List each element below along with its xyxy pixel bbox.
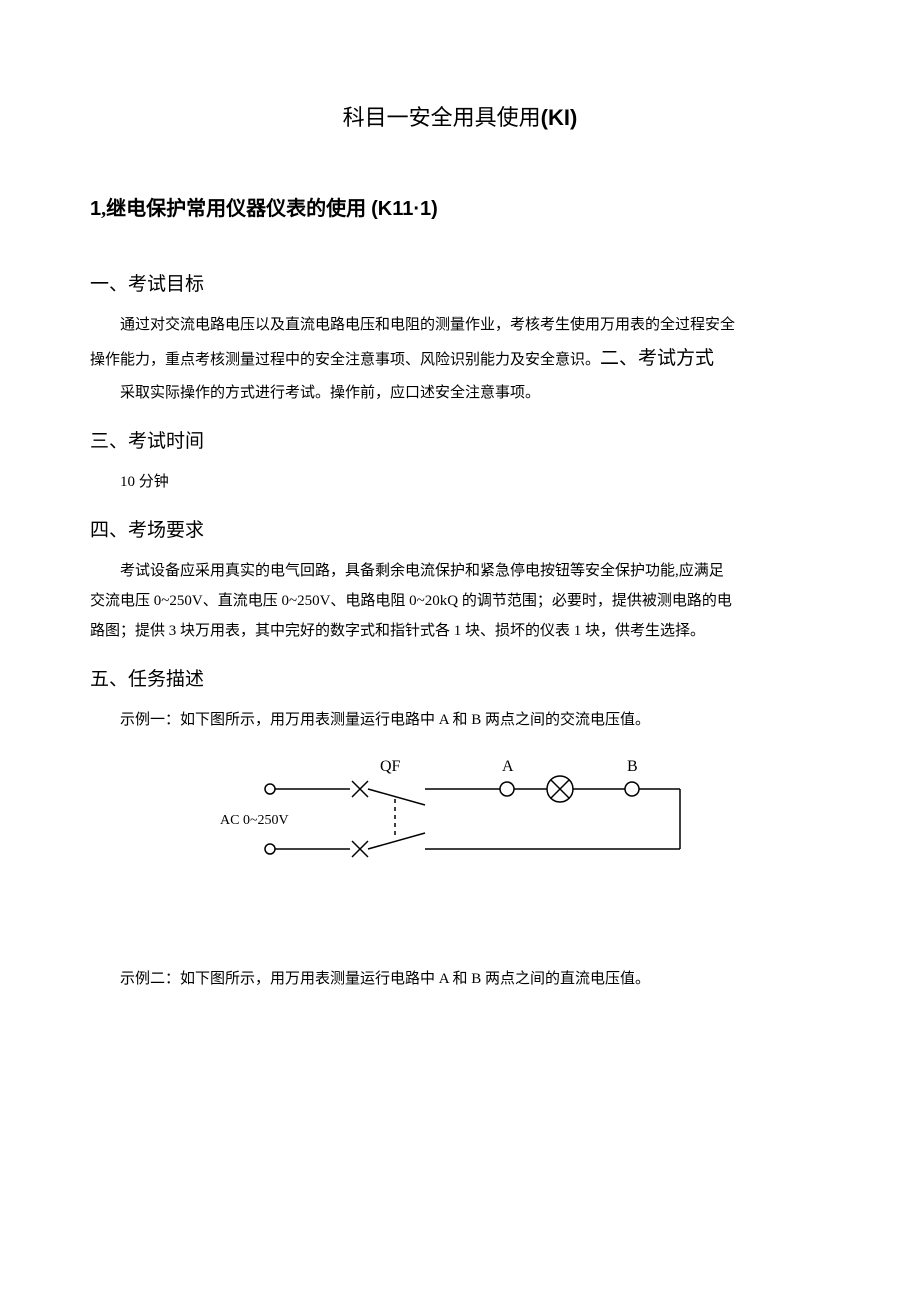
section-code: K11·1 bbox=[378, 198, 431, 220]
p-time: 10 分钟 bbox=[90, 467, 830, 497]
p-example2: 示例二：如下图所示，用万用表测量运行电路中 A 和 B 两点之间的直流电压值。 bbox=[90, 964, 830, 994]
section-heading: 1,继电保护常用仪器仪表的使用 (K11·1) bbox=[90, 192, 830, 221]
p-venue-line2: 交流电压 0~250V、直流电压 0~250V、电路电阻 0~20kQ 的调节范… bbox=[90, 586, 830, 616]
label-b: B bbox=[627, 758, 638, 775]
p-example1: 示例一：如下图所示，用万用表测量运行电路中 A 和 B 两点之间的交流电压值。 bbox=[90, 705, 830, 735]
circuit-diagram: QF A B AC 0~250V bbox=[90, 749, 830, 884]
label-a: A bbox=[502, 758, 514, 775]
title-paren-open: ( bbox=[541, 105, 548, 130]
p-method: 采取实际操作的方式进行考试。操作前，应口述安全注意事项。 bbox=[90, 378, 830, 408]
section-number: 1 bbox=[90, 198, 101, 220]
label-ac: AC 0~250V bbox=[220, 813, 289, 828]
heading-venue: 四、考场要求 bbox=[90, 515, 830, 542]
heading-task: 五、任务描述 bbox=[90, 664, 830, 691]
title-paren-close: ) bbox=[570, 105, 577, 130]
heading-exam-goal: 一、考试目标 bbox=[90, 269, 830, 296]
p-goal-line2: 操作能力，重点考核测量过程中的安全注意事项、风险识别能力及安全意识。二、考试方式 bbox=[90, 340, 830, 378]
heading-exam-time: 三、考试时间 bbox=[90, 426, 830, 453]
p-goal-line2-text: 操作能力，重点考核测量过程中的安全注意事项、风险识别能力及安全意识。 bbox=[90, 352, 600, 368]
title-prefix: 科目一安全用具使用 bbox=[343, 105, 541, 130]
heading-exam-method: 二、考试方式 bbox=[600, 348, 714, 369]
section-paren-open: ( bbox=[371, 198, 378, 220]
p-goal-line1: 通过对交流电路电压以及直流电路电压和电阻的测量作业，考核考生使用万用表的全过程安… bbox=[90, 310, 830, 340]
label-qf: QF bbox=[380, 758, 401, 775]
page-title: 科目一安全用具使用(KI) bbox=[90, 100, 830, 132]
section-paren-close: ) bbox=[431, 198, 438, 220]
p-venue-line1: 考试设备应采用真实的电气回路，具备剩余电流保护和紧急停电按钮等安全保护功能,应满… bbox=[90, 556, 830, 586]
title-code: KI bbox=[548, 105, 570, 130]
section-title: 继电保护常用仪器仪表的使用 bbox=[106, 198, 366, 220]
p-venue-line3: 路图；提供 3 块万用表，其中完好的数字式和指针式各 1 块、损坏的仪表 1 块… bbox=[90, 616, 830, 646]
